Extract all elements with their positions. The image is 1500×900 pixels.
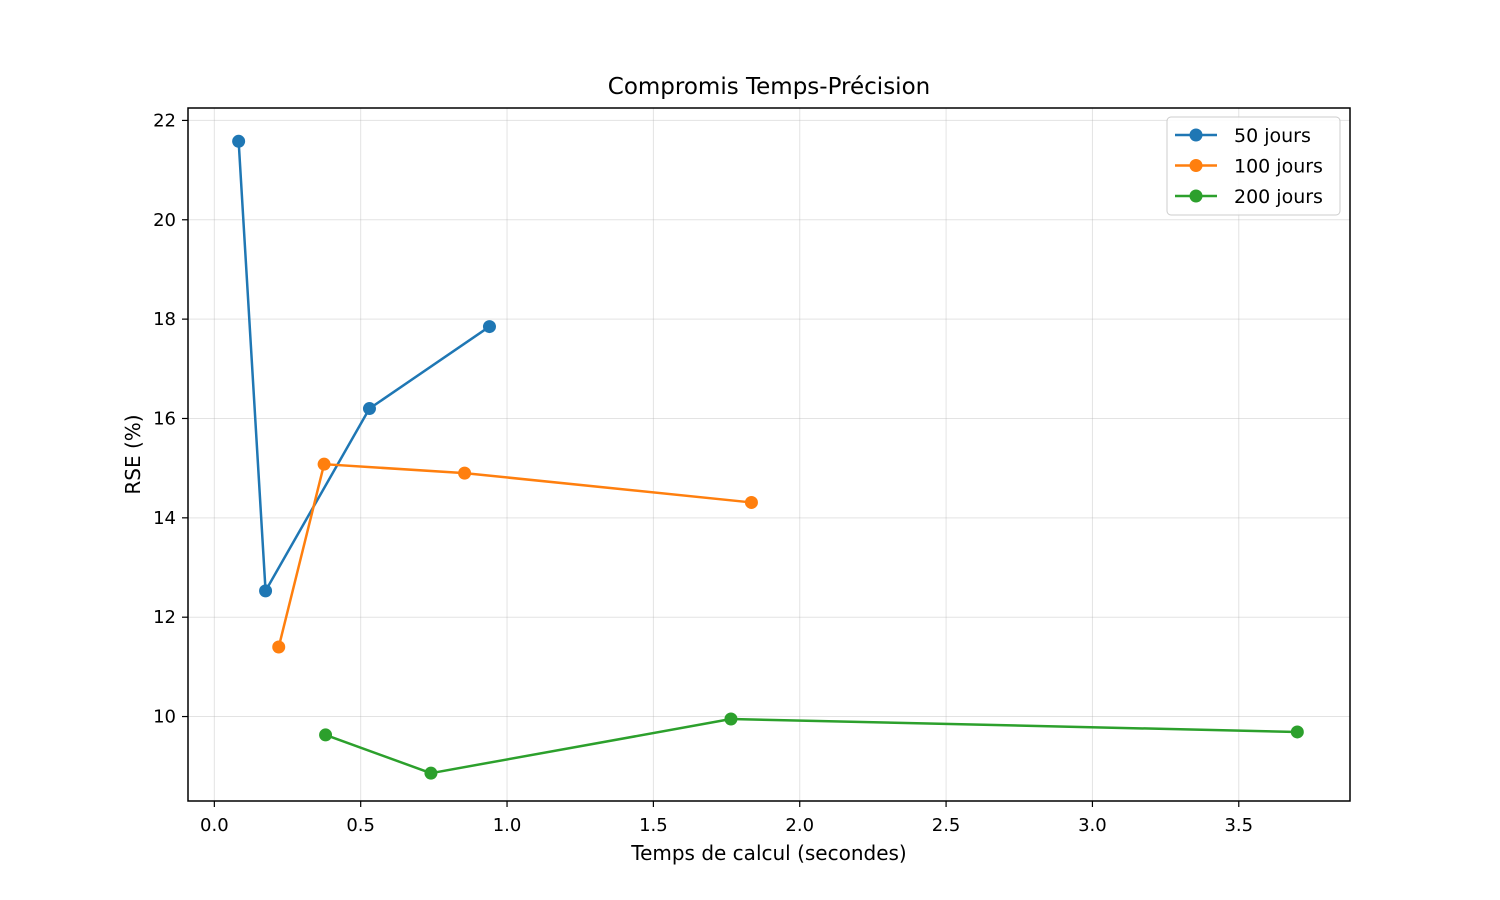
data-point xyxy=(1290,725,1304,739)
plot-frame xyxy=(187,107,1351,802)
series-2 xyxy=(272,457,758,654)
series-1 xyxy=(232,134,496,598)
x-tick-label: 3.0 xyxy=(1078,815,1107,836)
data-point xyxy=(272,640,286,654)
data-point xyxy=(317,457,331,471)
legend-item: 50 jours xyxy=(1175,125,1311,147)
data-point xyxy=(424,766,438,780)
legend-marker xyxy=(1189,189,1203,203)
x-tick-label: 2.5 xyxy=(932,815,961,836)
y-tick-label: 12 xyxy=(153,607,176,628)
x-tick-label: 3.5 xyxy=(1224,815,1253,836)
axis-ticks: 0.0 0.5 1.0 1.5 2.0 2.5 3.0 3.5 10 12 14 16 18 20 22 xyxy=(153,110,1253,836)
grid-lines xyxy=(188,108,1350,801)
series-3 xyxy=(319,712,1304,780)
x-tick-label: 2.0 xyxy=(785,815,814,836)
chart-title: Compromis Temps-Précision xyxy=(608,74,930,100)
data-point xyxy=(482,320,496,334)
x-tick-label: 1.0 xyxy=(493,815,522,836)
data-point xyxy=(744,495,758,509)
series-line xyxy=(237,141,491,593)
y-tick-label: 14 xyxy=(153,508,176,529)
series-line xyxy=(325,717,1298,775)
legend-marker xyxy=(1189,159,1203,172)
legend-box xyxy=(1166,116,1341,216)
legend: 50 jours 100 jours 200 jours xyxy=(1166,116,1341,216)
data-point xyxy=(458,466,472,480)
data-point xyxy=(724,712,738,726)
y-tick-label: 10 xyxy=(153,707,176,728)
y-axis-title: RSE (%) xyxy=(121,414,145,494)
legend-label: 200 jours xyxy=(1234,186,1323,208)
y-tick-label: 18 xyxy=(153,309,176,330)
data-point xyxy=(319,728,333,742)
data-point xyxy=(259,584,273,598)
data-point xyxy=(362,402,376,416)
y-tick-label: 20 xyxy=(153,210,176,231)
legend-marker xyxy=(1189,128,1203,142)
series-line xyxy=(277,462,752,648)
series-layer xyxy=(232,134,1304,780)
x-tick-label: 0.5 xyxy=(346,815,375,836)
legend-item: 200 jours xyxy=(1175,186,1323,208)
x-tick-label: 1.5 xyxy=(639,815,668,836)
legend-item: 100 jours xyxy=(1175,156,1323,178)
data-point xyxy=(232,134,246,148)
legend-label: 100 jours xyxy=(1234,156,1323,178)
x-axis-title: Temps de calcul (secondes) xyxy=(630,841,907,865)
x-tick-label: 0.0 xyxy=(200,815,229,836)
y-tick-label: 16 xyxy=(153,408,176,429)
y-tick-label: 22 xyxy=(153,110,176,131)
legend-label: 50 jours xyxy=(1234,125,1311,147)
